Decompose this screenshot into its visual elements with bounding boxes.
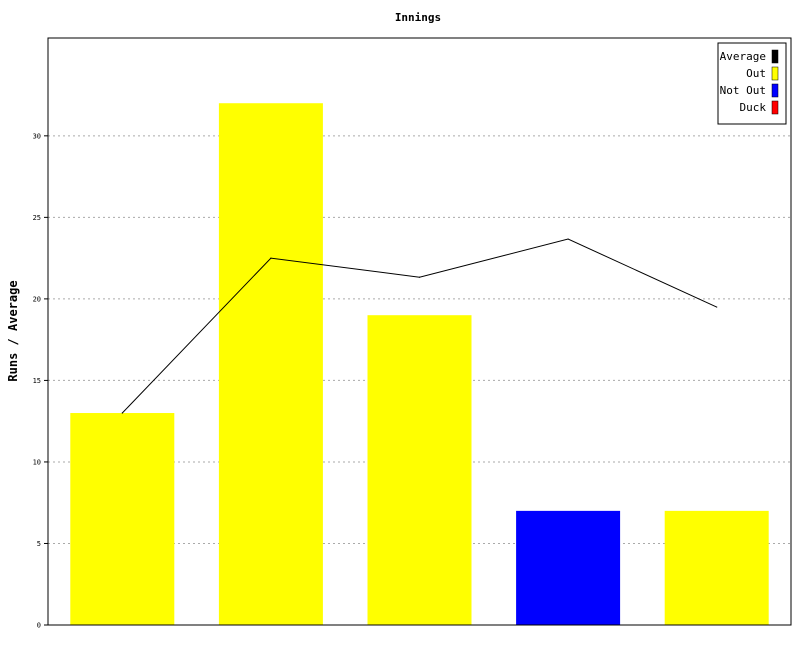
average-point-1 (121, 412, 123, 414)
legend: Average Out Not Out Duck (717, 42, 787, 125)
legend-swatch (771, 49, 779, 64)
legend-swatch (771, 66, 779, 81)
legend-swatch (771, 100, 779, 115)
y-tick-labels: 0 5 10 15 20 25 30 (33, 132, 48, 630)
axes (47, 37, 792, 626)
bar-2 (218, 103, 323, 625)
bar-1 (70, 413, 175, 625)
y-axis-label: Runs / Average (6, 280, 20, 381)
average-line-series (121, 238, 718, 414)
legend-label: Not Out (720, 84, 766, 97)
average-point-3 (418, 276, 421, 278)
bar-3 (367, 315, 472, 625)
bars (70, 103, 769, 625)
y-tick-label: 5 (37, 540, 41, 548)
average-point-2 (270, 257, 272, 259)
y-tick-label: 25 (33, 214, 41, 222)
y-tick-label: 20 (33, 295, 41, 303)
legend-swatch (771, 83, 779, 98)
y-tick-label: 15 (33, 377, 41, 385)
y-tick-label: 10 (33, 458, 41, 466)
y-tick-label: 30 (33, 132, 41, 140)
chart-title: Innings (395, 11, 441, 24)
y-tick-label: 0 (37, 622, 41, 630)
legend-label: Duck (740, 101, 767, 114)
plot-frame (47, 37, 792, 626)
bar-5 (664, 510, 769, 625)
legend-label: Average (720, 50, 766, 63)
average-point-4 (567, 238, 569, 240)
average-point-5 (716, 306, 718, 308)
legend-label: Out (746, 67, 766, 80)
bar-4 (516, 510, 621, 625)
